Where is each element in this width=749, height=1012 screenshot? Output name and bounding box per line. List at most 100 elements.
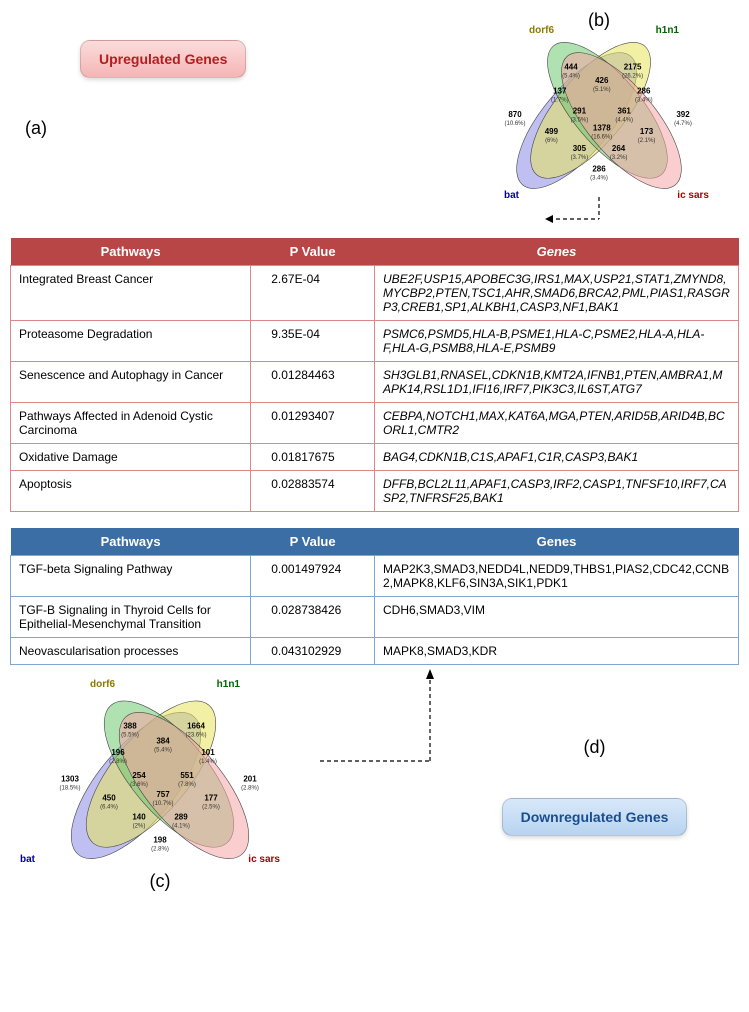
th-genes: Genes [374,238,738,266]
cell-pval: 0.01817675 [251,444,375,471]
svg-text:(5.1%): (5.1%) [593,87,611,93]
cell-path: Neovascularisation processes [11,638,251,665]
svg-text:177: 177 [204,794,218,803]
upregulated-table: Pathways P Value Genes Integrated Breast… [10,238,739,512]
svg-text:361: 361 [618,107,632,116]
svg-text:286: 286 [592,165,606,174]
cell-genes: BAG4,CDKN1B,C1S,APAF1,C1R,CASP3,BAK1 [374,444,738,471]
svg-text:1303: 1303 [61,775,79,784]
cell-path: TGF-beta Signaling Pathway [11,556,251,597]
svg-text:(18.5%): (18.5%) [59,786,80,792]
cell-genes: SH3GLB1,RNASEL,CDKN1B,KMT2A,IFNB1,PTEN,A… [374,362,738,403]
svg-text:(6.4%): (6.4%) [100,805,118,811]
svg-text:426: 426 [595,76,609,85]
venn-b-h1n1: h1n1 [656,25,679,36]
th-genes: Genes [374,528,738,556]
svg-text:2175: 2175 [624,63,642,72]
cell-path: Senescence and Autophagy in Cancer [11,362,251,403]
cell-pval: 0.02883574 [251,471,375,512]
label-c: (c) [10,871,310,892]
svg-text:305: 305 [573,144,587,153]
svg-text:(3.2%): (3.2%) [610,155,628,161]
cell-pval: 0.001497924 [251,556,375,597]
svg-text:(6%): (6%) [545,138,558,144]
svg-text:(16.6%): (16.6%) [591,135,612,141]
svg-text:286: 286 [637,86,651,95]
venn-c-h1n1: h1n1 [217,679,240,690]
svg-text:196: 196 [111,748,125,757]
venn-c-bat: bat [20,854,35,865]
cell-pval: 2.67E-04 [251,266,375,321]
cell-genes: MAP2K3,SMAD3,NEDD4L,NEDD9,THBS1,PIAS2,CD… [374,556,738,597]
th-path: Pathways [11,528,251,556]
svg-text:(1.7%): (1.7%) [551,97,569,103]
svg-text:137: 137 [553,86,567,95]
svg-text:757: 757 [156,790,170,799]
table-row: Integrated Breast Cancer2.67E-04UBE2F,US… [11,266,739,321]
svg-text:444: 444 [564,63,578,72]
venn-b: dorf6 h1n1 bat ic sars 444(5.4%)2175(26.… [459,27,739,197]
svg-text:384: 384 [156,737,170,746]
venn-c-dorf6: dorf6 [90,679,115,690]
table-row: TGF-beta Signaling Pathway0.001497924MAP… [11,556,739,597]
downregulated-table: Pathways P Value Genes TGF-beta Signalin… [10,528,739,665]
svg-text:(2.8%): (2.8%) [109,759,127,765]
th-pval: P Value [251,528,375,556]
svg-text:198: 198 [153,836,167,845]
upregulated-badge: Upregulated Genes [80,40,246,78]
svg-text:(3.6%): (3.6%) [130,782,148,788]
th-pval: P Value [251,238,375,266]
svg-text:450: 450 [102,794,116,803]
svg-text:(3.4%): (3.4%) [635,97,653,103]
venn-b-icsars: ic sars [677,190,709,201]
cell-genes: CDH6,SMAD3,VIM [374,597,738,638]
table-row: Pathways Affected in Adenoid Cystic Carc… [11,403,739,444]
table-row: Oxidative Damage0.01817675BAG4,CDKN1B,C1… [11,444,739,471]
svg-text:(4.4%): (4.4%) [615,118,633,124]
cell-pval: 9.35E-04 [251,321,375,362]
svg-text:1664: 1664 [187,722,205,731]
svg-text:(4.7%): (4.7%) [674,121,692,127]
venn-b-dorf6: dorf6 [529,25,554,36]
arrow-b-to-table [539,197,659,227]
svg-text:264: 264 [612,144,626,153]
cell-path: TGF-B Signaling in Thyroid Cells for Epi… [11,597,251,638]
cell-genes: DFFB,BCL2L11,APAF1,CASP3,IRF2,CASP1,TNFS… [374,471,738,512]
svg-text:(2.5%): (2.5%) [202,805,220,811]
svg-text:(26.2%): (26.2%) [622,74,643,80]
cell-pval: 0.028738426 [251,597,375,638]
table-row: Senescence and Autophagy in Cancer0.0128… [11,362,739,403]
cell-path: Oxidative Damage [11,444,251,471]
cell-genes: UBE2F,USP15,APOBEC3G,IRS1,MAX,USP21,STAT… [374,266,738,321]
table-row: TGF-B Signaling in Thyroid Cells for Epi… [11,597,739,638]
svg-text:(10.7%): (10.7%) [152,801,173,807]
cell-path: Apoptosis [11,471,251,512]
svg-text:(2.8%): (2.8%) [151,847,169,853]
downregulated-badge: Downregulated Genes [502,798,688,836]
svg-text:(23.6%): (23.6%) [185,733,206,739]
svg-text:392: 392 [676,110,690,119]
svg-text:(5.4%): (5.4%) [562,74,580,80]
cell-path: Integrated Breast Cancer [11,266,251,321]
cell-pval: 0.01284463 [251,362,375,403]
cell-path: Pathways Affected in Adenoid Cystic Carc… [11,403,251,444]
svg-text:289: 289 [174,813,188,822]
cell-genes: CEBPA,NOTCH1,MAX,KAT6A,MGA,PTEN,ARID5B,A… [374,403,738,444]
svg-text:173: 173 [640,127,654,136]
label-d: (d) [450,737,739,758]
table-row: Proteasome Degradation9.35E-04PSMC6,PSMD… [11,321,739,362]
cell-path: Proteasome Degradation [11,321,251,362]
svg-text:(2.1%): (2.1%) [638,138,656,144]
svg-text:388: 388 [123,722,137,731]
venn-b-bat: bat [504,190,519,201]
svg-text:1378: 1378 [593,124,611,133]
table-row: Apoptosis0.02883574DFFB,BCL2L11,APAF1,CA… [11,471,739,512]
svg-text:(3.4%): (3.4%) [590,176,608,182]
svg-text:499: 499 [545,127,559,136]
svg-text:101: 101 [201,748,215,757]
svg-text:(2%): (2%) [133,824,146,830]
label-a: (a) [25,118,459,139]
svg-text:551: 551 [180,771,194,780]
svg-text:(5.4%): (5.4%) [154,748,172,754]
svg-text:(4.1%): (4.1%) [172,824,190,830]
